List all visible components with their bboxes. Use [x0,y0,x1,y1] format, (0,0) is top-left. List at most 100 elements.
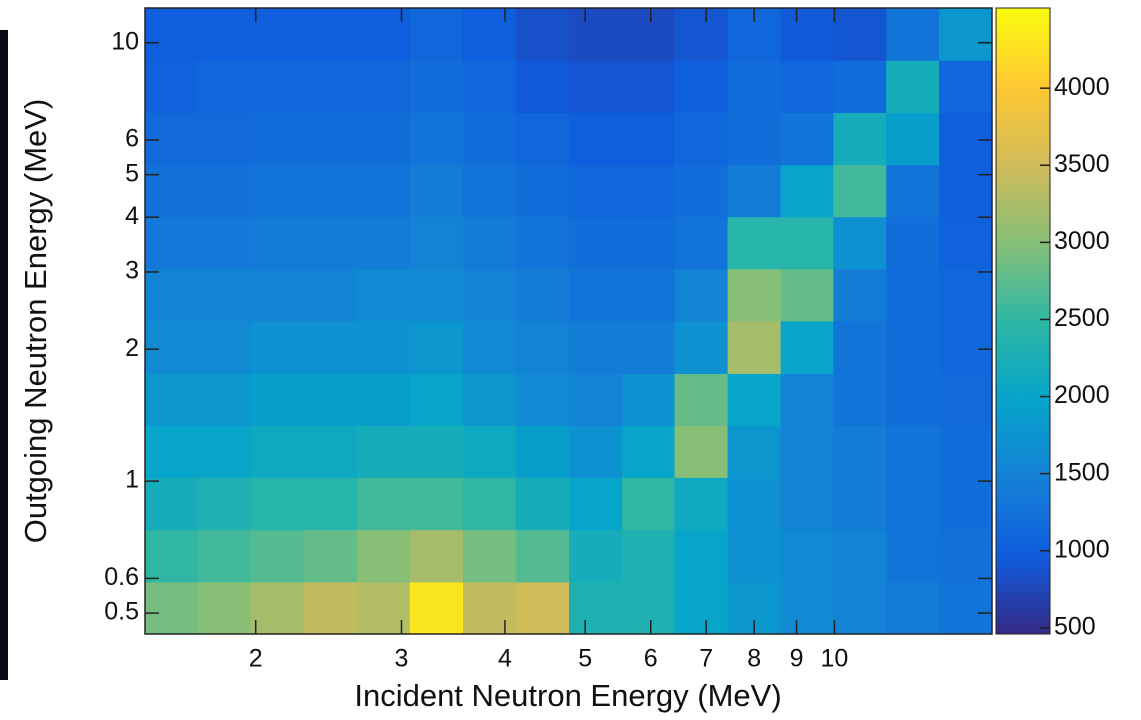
heatmap-cell [833,268,887,322]
heatmap-cell [409,477,464,531]
heatmap-cell [409,268,464,322]
heatmap-cell [886,581,940,635]
heatmap-cell [727,320,782,374]
x-tick-label: 8 [747,645,761,673]
heatmap-cell [622,216,676,270]
x-tick-label: 4 [498,645,512,673]
heatmap-cell [145,425,198,478]
heatmap-cell [250,8,305,61]
heatmap-cell [197,164,251,218]
heatmap-cell [886,8,940,61]
heatmap-cell [622,425,676,478]
heatmap-cell [780,477,834,531]
heatmap-cell [409,529,464,583]
heatmap-cell [409,320,464,374]
heatmap-cell [304,164,358,218]
heatmap-cell [515,581,570,635]
heatmap-cell [622,112,676,166]
heatmap-cell [515,477,570,531]
heatmap-cell [463,216,517,270]
heatmap-cell [250,373,305,426]
heatmap-cell [463,320,517,374]
heatmap-cell [833,320,887,374]
colorbar-tick-label: 3500 [1054,150,1110,178]
heatmap-cell [568,112,623,166]
heatmap-cell [250,320,305,374]
heatmap-cell [463,529,517,583]
heatmap-cell [304,216,358,270]
heatmap-cell [674,164,729,218]
x-tick-label: 7 [699,645,713,673]
heatmap-cell [304,581,358,635]
heatmap-cell [780,529,834,583]
colorbar [995,7,1051,635]
heatmap-cell [250,268,305,322]
heatmap-cell [674,268,729,322]
heatmap-cell [197,373,251,426]
heatmap-cell [304,320,358,374]
heatmap-cell [780,112,834,166]
heatmap-cell [886,477,940,531]
heatmap-cell [939,425,993,478]
heatmap-cell [515,268,570,322]
heatmap-cell [409,373,464,426]
heatmap-cell [568,425,623,478]
heatmap-cell [515,112,570,166]
heatmap-cell [463,581,517,635]
heatmap-cell [780,216,834,270]
heatmap-cell [197,529,251,583]
heatmap-cell [780,8,834,61]
heatmap-cell [674,60,729,114]
heatmap-cell [886,60,940,114]
heatmap-cell [409,581,464,635]
heatmap-cell [780,268,834,322]
heatmap-cell [304,477,358,531]
heatmap-cell [939,8,993,61]
heatmap-cell [356,164,411,218]
heatmap-cell [622,373,676,426]
heatmap-cell [197,581,251,635]
heatmap-cell [622,164,676,218]
colorbar-tick-label: 2000 [1054,381,1110,409]
heatmap-cell [886,268,940,322]
heatmap-cell [409,112,464,166]
heatmap-cell [250,112,305,166]
y-tick-label: 3 [125,257,139,285]
heatmap-cell [463,268,517,322]
y-tick-label: 5 [125,159,139,187]
heatmap-cell [939,60,993,114]
heatmap-cells [145,8,993,635]
colorbar-tick-label: 1500 [1054,458,1110,486]
heatmap-cell [409,216,464,270]
heatmap-cell [568,60,623,114]
heatmap-cell [674,529,729,583]
heatmap-cell [568,164,623,218]
x-tick-label: 5 [578,645,592,673]
heatmap-cell [568,8,623,61]
heatmap-cell [886,425,940,478]
heatmap-cell [145,373,198,426]
heatmap-cell [939,164,993,218]
heatmap-cell [939,112,993,166]
heatmap-cell [145,529,198,583]
heatmap-cell [780,425,834,478]
y-tick-label: 10 [111,27,139,55]
y-tick-label: 2 [125,334,139,362]
heatmap-cell [622,8,676,61]
heatmap-cell [304,112,358,166]
heatmap-cell [886,373,940,426]
heatmap-cell [409,164,464,218]
heatmap-cell [727,529,782,583]
heatmap-cell [515,320,570,374]
x-tick-label: 6 [644,645,658,673]
heatmap-cell [727,216,782,270]
heatmap-cell [250,529,305,583]
heatmap-cell [622,477,676,531]
heatmap-cell [515,425,570,478]
heatmap-cell [568,268,623,322]
heatmap-cell [939,216,993,270]
heatmap-cell [622,60,676,114]
heatmap-cell [356,268,411,322]
heatmap-cell [939,373,993,426]
